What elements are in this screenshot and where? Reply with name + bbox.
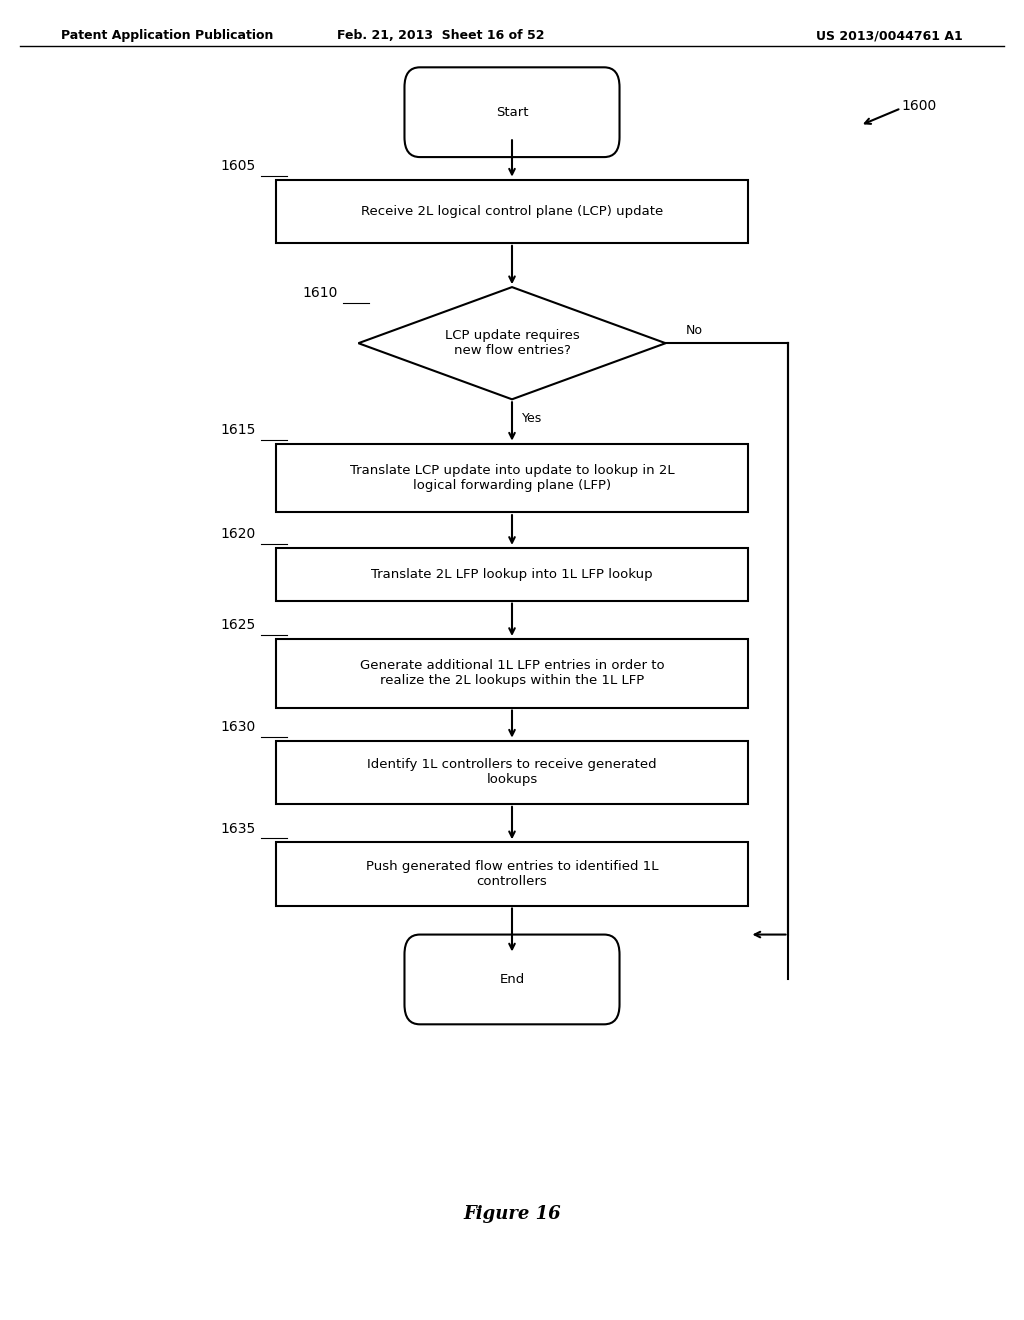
- Text: Feb. 21, 2013  Sheet 16 of 52: Feb. 21, 2013 Sheet 16 of 52: [337, 29, 544, 42]
- Text: 1610: 1610: [302, 286, 338, 301]
- Text: 1635: 1635: [221, 821, 256, 836]
- Text: Generate additional 1L LFP entries in order to
realize the 2L lookups within the: Generate additional 1L LFP entries in or…: [359, 659, 665, 688]
- Text: Figure 16: Figure 16: [463, 1205, 561, 1224]
- Text: Push generated flow entries to identified 1L
controllers: Push generated flow entries to identifie…: [366, 859, 658, 888]
- FancyBboxPatch shape: [404, 935, 620, 1024]
- FancyBboxPatch shape: [276, 180, 748, 243]
- Text: LCP update requires
new flow entries?: LCP update requires new flow entries?: [444, 329, 580, 358]
- FancyBboxPatch shape: [276, 842, 748, 906]
- Text: End: End: [500, 973, 524, 986]
- Text: Identify 1L controllers to receive generated
lookups: Identify 1L controllers to receive gener…: [368, 758, 656, 787]
- Text: Yes: Yes: [522, 412, 543, 425]
- Text: US 2013/0044761 A1: US 2013/0044761 A1: [816, 29, 963, 42]
- Text: 1630: 1630: [221, 719, 256, 734]
- FancyBboxPatch shape: [276, 741, 748, 804]
- Text: 1600: 1600: [901, 99, 936, 112]
- FancyBboxPatch shape: [276, 548, 748, 601]
- Text: Patent Application Publication: Patent Application Publication: [61, 29, 273, 42]
- Text: 1605: 1605: [221, 158, 256, 173]
- FancyBboxPatch shape: [276, 639, 748, 708]
- Text: Translate LCP update into update to lookup in 2L
logical forwarding plane (LFP): Translate LCP update into update to look…: [349, 463, 675, 492]
- Text: 1620: 1620: [221, 527, 256, 541]
- Text: Receive 2L logical control plane (LCP) update: Receive 2L logical control plane (LCP) u…: [360, 205, 664, 218]
- Text: 1625: 1625: [221, 618, 256, 632]
- Text: Start: Start: [496, 106, 528, 119]
- FancyBboxPatch shape: [404, 67, 620, 157]
- Text: Translate 2L LFP lookup into 1L LFP lookup: Translate 2L LFP lookup into 1L LFP look…: [371, 568, 653, 581]
- Text: 1615: 1615: [220, 422, 256, 437]
- FancyBboxPatch shape: [276, 444, 748, 512]
- Text: No: No: [686, 323, 703, 337]
- Polygon shape: [358, 288, 666, 399]
